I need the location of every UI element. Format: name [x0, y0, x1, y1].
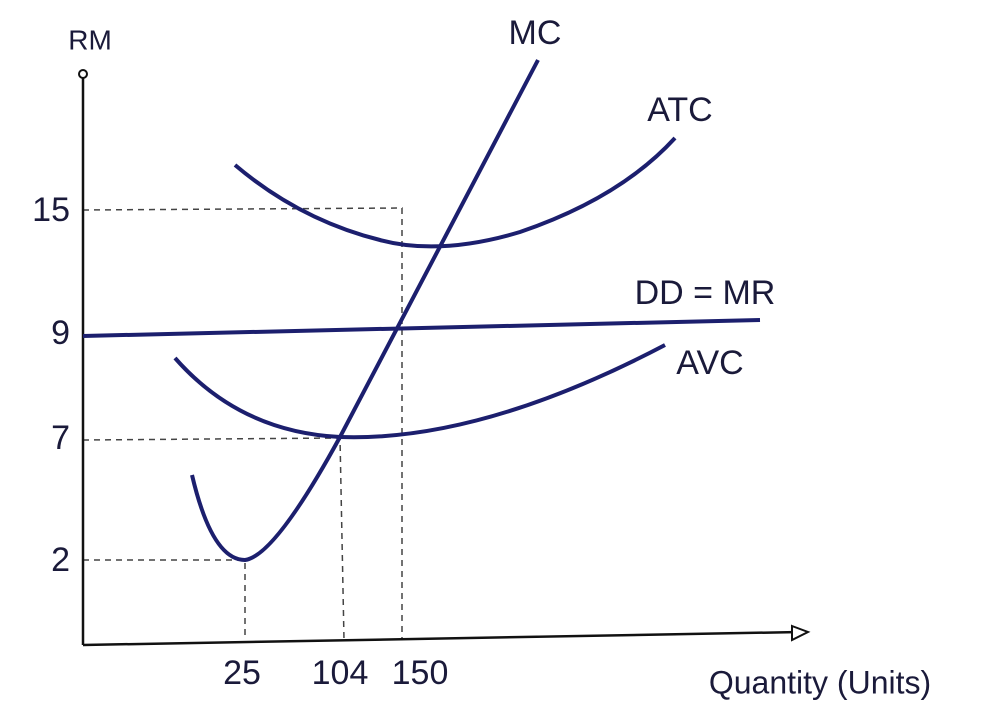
x-tick-label: 104	[312, 654, 369, 692]
x-axis-arrow	[791, 624, 811, 642]
curve-label: DD = MR	[635, 274, 776, 312]
x-tick-label: 150	[392, 654, 449, 692]
y-tick-label: 15	[32, 191, 70, 229]
y-axis-label: RM	[68, 24, 112, 55]
curve-label: ATC	[647, 91, 712, 129]
x-axis-label: Quantity (Units)	[709, 664, 931, 700]
dd-mr-line	[82, 318, 761, 338]
mc-curve	[190, 59, 540, 563]
curve-label: MC	[509, 14, 562, 52]
y-tick-label: 7	[51, 419, 70, 457]
atc-curve	[233, 136, 677, 249]
x-tick-label: 25	[223, 654, 261, 692]
y-tick-label: 2	[51, 541, 70, 579]
y-tick-label: 9	[51, 314, 70, 352]
curve-label: AVC	[676, 344, 743, 382]
guide-15	[82, 207, 403, 640]
y-axis-arrow	[78, 69, 88, 79]
guide-lines	[82, 207, 403, 641]
x-axis	[82, 630, 801, 647]
avc-curve	[173, 343, 666, 440]
guide-2	[83, 559, 246, 640]
